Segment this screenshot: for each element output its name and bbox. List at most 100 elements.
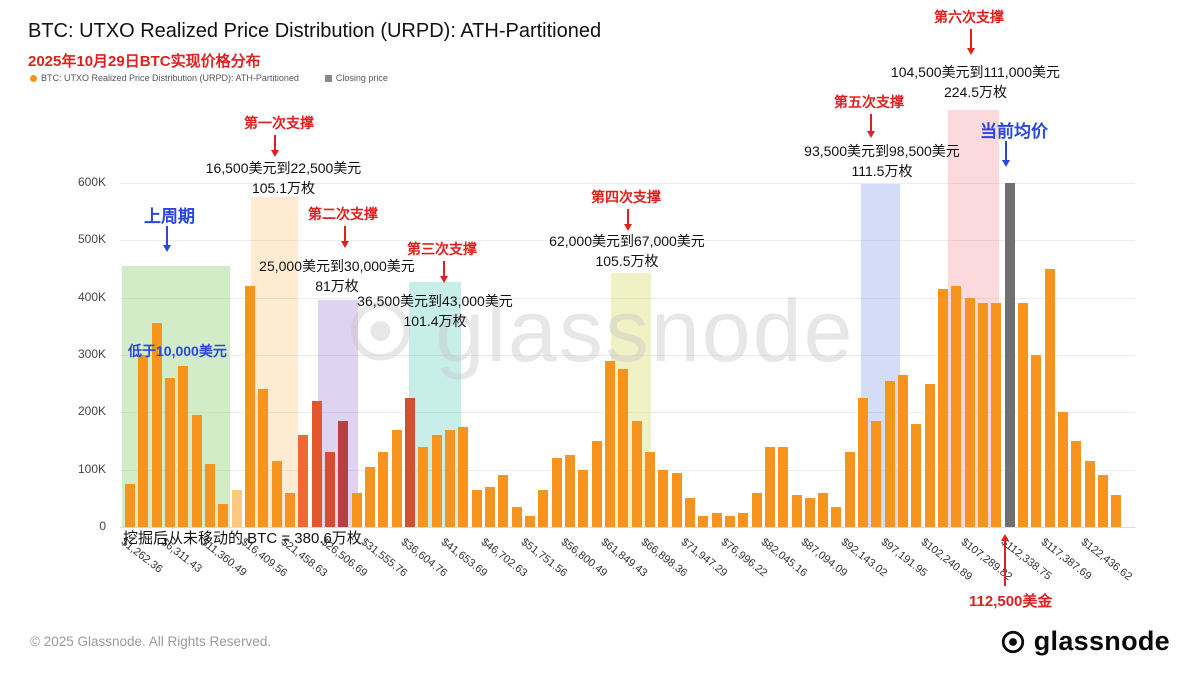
urpd-bar[interactable] xyxy=(471,489,482,527)
closing-price-bar[interactable] xyxy=(1004,183,1015,527)
urpd-bar[interactable] xyxy=(138,355,149,527)
urpd-bar[interactable] xyxy=(351,492,362,527)
urpd-bar[interactable] xyxy=(284,492,295,527)
urpd-bar[interactable] xyxy=(378,452,389,527)
urpd-bar[interactable] xyxy=(178,366,189,527)
y-tick-label: 100K xyxy=(77,461,106,476)
urpd-bar[interactable] xyxy=(1058,412,1069,527)
glassnode-brand[interactable]: glassnode xyxy=(1000,626,1170,657)
urpd-bar[interactable] xyxy=(618,369,629,527)
urpd-bar[interactable] xyxy=(391,429,402,527)
urpd-bar[interactable] xyxy=(1044,269,1055,527)
urpd-bar[interactable] xyxy=(298,435,309,527)
urpd-bar[interactable] xyxy=(364,466,375,527)
urpd-bar[interactable] xyxy=(698,515,709,527)
support-6-arrow-icon xyxy=(966,29,976,55)
glassnode-brand-text: glassnode xyxy=(1033,626,1170,656)
support-5-arrow-icon xyxy=(866,114,876,138)
urpd-bar[interactable] xyxy=(711,512,722,527)
urpd-bar[interactable] xyxy=(684,498,695,527)
support-2-band xyxy=(318,299,358,527)
urpd-bar[interactable] xyxy=(458,426,469,527)
urpd-bar[interactable] xyxy=(1084,461,1095,527)
urpd-bar[interactable] xyxy=(511,506,522,527)
urpd-bar[interactable] xyxy=(484,486,495,527)
urpd-bar[interactable] xyxy=(564,455,575,527)
plot-area xyxy=(120,110,1135,528)
support-5-range: 93,500美元到98,500美元 xyxy=(804,143,960,159)
urpd-bar[interactable] xyxy=(271,461,282,527)
urpd-bar[interactable] xyxy=(978,303,989,527)
current-avg-arrow-icon xyxy=(1001,141,1011,167)
urpd-bar[interactable] xyxy=(911,423,922,527)
copyright-text: © 2025 Glassnode. All Rights Reserved. xyxy=(30,634,272,649)
urpd-bar[interactable] xyxy=(218,504,229,527)
closing-square-icon xyxy=(324,74,332,82)
urpd-bar[interactable] xyxy=(1071,441,1082,527)
urpd-bar[interactable] xyxy=(751,492,762,527)
urpd-bar[interactable] xyxy=(658,469,669,527)
urpd-bar[interactable] xyxy=(591,441,602,527)
urpd-bar[interactable] xyxy=(631,420,642,527)
urpd-bar[interactable] xyxy=(444,429,455,527)
urpd-bar[interactable] xyxy=(338,420,349,527)
urpd-bar[interactable] xyxy=(764,446,775,527)
urpd-bar[interactable] xyxy=(578,469,589,527)
urpd-bar[interactable] xyxy=(924,383,935,527)
x-axis-labels: $1,262.36 $6,311.43 $11,360.49 $16,409.56 $2… xyxy=(119,534,1190,614)
urpd-bar[interactable] xyxy=(1031,355,1042,527)
urpd-bar[interactable] xyxy=(671,472,682,527)
urpd-bar[interactable] xyxy=(884,380,895,527)
support-6-amount: 224.5万枚 xyxy=(943,83,1008,100)
y-tick-label: 500K xyxy=(77,232,106,247)
urpd-bar[interactable] xyxy=(938,289,949,527)
urpd-bar[interactable] xyxy=(164,377,175,527)
urpd-bar[interactable] xyxy=(871,420,882,527)
urpd-bar[interactable] xyxy=(538,489,549,527)
urpd-bar[interactable] xyxy=(818,492,829,527)
urpd-bar[interactable] xyxy=(125,484,135,527)
legend-item-urpd[interactable]: BTC: UTXO Realized Price Distribution (U… xyxy=(30,73,299,83)
urpd-bar[interactable] xyxy=(1018,303,1029,527)
urpd-bar[interactable] xyxy=(191,415,202,527)
urpd-bar[interactable] xyxy=(204,463,215,527)
gridline xyxy=(120,183,1135,184)
urpd-bar[interactable] xyxy=(418,446,429,527)
legend-item-closing-price[interactable]: Closing price xyxy=(324,73,388,83)
y-tick-label: 300K xyxy=(77,347,106,361)
urpd-bar[interactable] xyxy=(551,458,562,527)
urpd-bar[interactable] xyxy=(778,446,789,527)
urpd-bar[interactable] xyxy=(244,286,255,527)
urpd-bar[interactable] xyxy=(724,515,735,527)
urpd-bar[interactable] xyxy=(1111,495,1122,527)
urpd-bar[interactable] xyxy=(258,389,269,527)
urpd-bar[interactable] xyxy=(991,303,1002,527)
gridline xyxy=(120,297,1135,299)
urpd-bar[interactable] xyxy=(311,400,322,527)
urpd-bar[interactable] xyxy=(831,506,842,527)
urpd-bar[interactable] xyxy=(804,498,815,527)
urpd-bar[interactable] xyxy=(844,452,855,527)
support-4-band xyxy=(611,273,651,527)
urpd-bar[interactable] xyxy=(738,512,749,527)
y-tick-label: 600K xyxy=(77,175,106,189)
page-subtitle: 2025年10月29日BTC实现价格分布 xyxy=(28,53,261,70)
urpd-bar[interactable] xyxy=(858,398,869,527)
urpd-bar[interactable] xyxy=(604,360,615,527)
urpd-bar[interactable] xyxy=(524,515,535,527)
urpd-bar[interactable] xyxy=(964,297,975,527)
legend-label-urpd: BTC: UTXO Realized Price Distribution (U… xyxy=(41,73,299,83)
urpd-bar[interactable] xyxy=(644,452,655,527)
urpd-bar[interactable] xyxy=(431,435,442,527)
urpd-bar[interactable] xyxy=(951,286,962,527)
y-tick-label: 0 xyxy=(99,519,106,533)
urpd-bar[interactable] xyxy=(404,398,415,527)
urpd-bar[interactable] xyxy=(151,323,162,527)
urpd-bar[interactable] xyxy=(324,452,335,527)
urpd-bar[interactable] xyxy=(498,475,509,527)
urpd-bar[interactable] xyxy=(898,375,909,527)
urpd-bar[interactable] xyxy=(231,489,242,527)
urpd-bar[interactable] xyxy=(1098,475,1109,527)
urpd-bar[interactable] xyxy=(791,495,802,527)
series-dot-icon xyxy=(30,74,37,82)
